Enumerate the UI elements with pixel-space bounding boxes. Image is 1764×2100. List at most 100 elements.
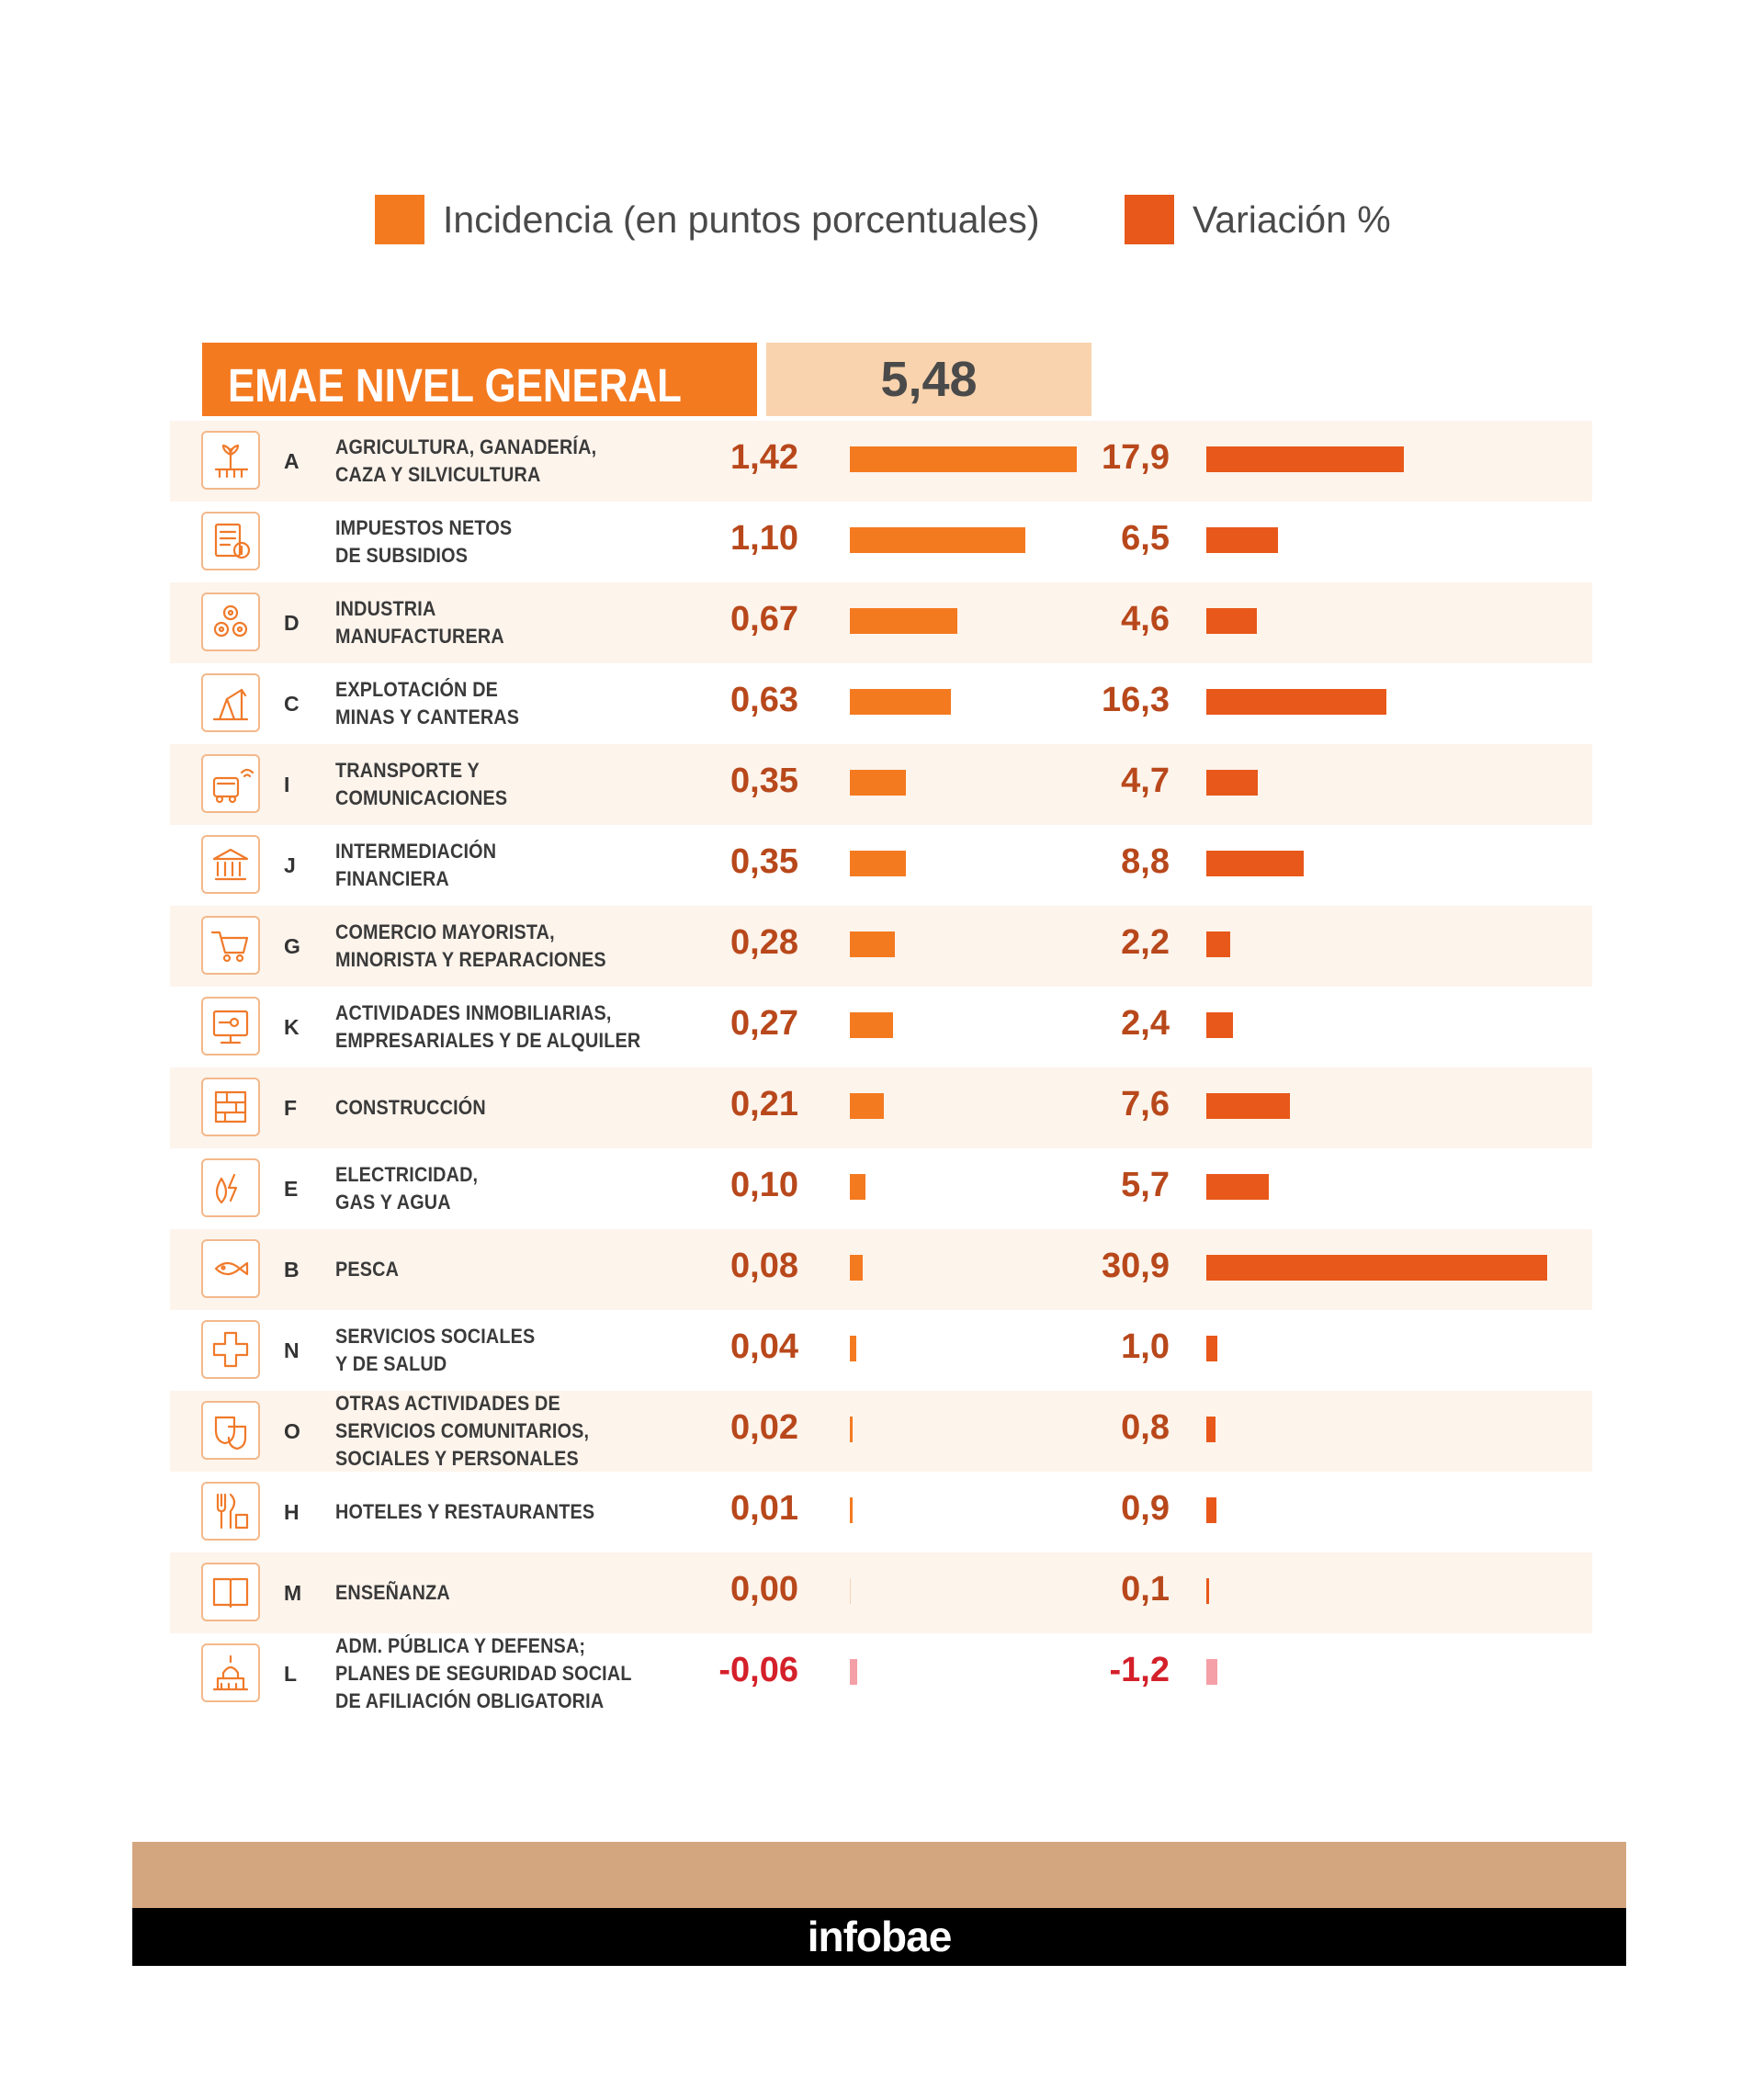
book-icon [201, 1563, 260, 1621]
row-label-line: CAZA Y SILVICULTURA [335, 463, 541, 486]
row-label: OTRAS ACTIVIDADES DE SERVICIOS COMUNITARI… [335, 1391, 740, 1472]
table-row: A AGRICULTURA, GANADERÍA, CAZA Y SILVICULT… [170, 421, 1592, 502]
cutlery-icon [201, 1482, 260, 1541]
row-label: INTERMEDIACIÓN FINANCIERA [335, 825, 740, 906]
row-label-line: AGRICULTURA, GANADERÍA, [335, 435, 597, 458]
variacion-bar [1206, 1578, 1209, 1604]
incidencia-value: -0,06 [718, 1651, 798, 1689]
row-label: ENSEÑANZA [335, 1552, 740, 1633]
row-label-line: SERVICIOS SOCIALES [335, 1325, 536, 1348]
variacion-value: 2,2 [1121, 923, 1170, 962]
variacion-bar [1206, 1093, 1291, 1119]
incidencia-bar [850, 1659, 857, 1685]
row-label-line: MINORISTA Y REPARACIONES [335, 948, 606, 971]
variacion-bar [1206, 689, 1386, 715]
row-label-line: ACTIVIDADES INMOBILIARIAS, [335, 1001, 612, 1024]
row-letter: C [284, 692, 300, 716]
footer: infobae [132, 1908, 1626, 1966]
row-letter: K [284, 1015, 300, 1039]
row-letter: I [284, 773, 290, 796]
row-label-line: COMERCIO MAYORISTA, [335, 920, 555, 943]
row-letter: F [284, 1096, 298, 1120]
incidencia-value: 0,01 [730, 1489, 798, 1528]
incidencia-bar [850, 1497, 853, 1523]
row-label: PESCA [335, 1229, 740, 1310]
legend-item-incidencia: Incidencia (en puntos porcentuales) [375, 195, 1040, 244]
table-row: H HOTELES Y RESTAURANTES 0,01 0,9 [170, 1472, 1592, 1552]
row-label-line: EXPLOTACIÓN DE [335, 678, 499, 701]
table-row: B PESCA 0,08 30,9 [170, 1229, 1592, 1310]
row-label-line: ENSEÑANZA [335, 1581, 450, 1604]
capitol-icon [201, 1643, 260, 1702]
row-letter: B [284, 1258, 300, 1281]
row-label: INDUSTRIA MANUFACTURERA [335, 582, 740, 663]
row-label: ACTIVIDADES INMOBILIARIAS, EMPRESARIALES … [335, 987, 740, 1067]
transport-icon [201, 754, 260, 813]
row-letter: J [284, 853, 296, 877]
table-row: O OTRAS ACTIVIDADES DE SERVICIOS COMUNITAR… [170, 1391, 1592, 1472]
row-label-line: INTERMEDIACIÓN [335, 840, 497, 863]
row-letter: L [284, 1662, 298, 1686]
variacion-bar [1206, 1174, 1270, 1200]
table-row: L ADM. PÚBLICA Y DEFENSA; PLANES DE SEGURI… [170, 1633, 1592, 1714]
row-label-line: EMPRESARIALES Y DE ALQUILER [335, 1029, 641, 1052]
row-label-line: SOCIALES Y PERSONALES [335, 1447, 579, 1470]
bank-icon [201, 835, 260, 894]
oil-pump-icon [201, 673, 260, 732]
incidencia-value: 0,27 [730, 1004, 798, 1043]
row-label: IMPUESTOS NETOS DE SUBSIDIOS [335, 502, 740, 582]
row-label: ELECTRICIDAD, GAS Y AGUA [335, 1148, 740, 1229]
incidencia-value: 0,35 [730, 842, 798, 881]
row-label: HOTELES Y RESTAURANTES [335, 1472, 740, 1552]
fish-icon [201, 1239, 260, 1298]
row-letter: E [284, 1177, 299, 1201]
variacion-bar [1206, 1497, 1216, 1523]
incidencia-bar [850, 446, 1078, 472]
incidencia-bar [850, 1093, 884, 1119]
variacion-value: 4,6 [1121, 600, 1170, 638]
table-row: M ENSEÑANZA 0,00 0,1 [170, 1552, 1592, 1633]
incidencia-value: 0,08 [730, 1247, 798, 1285]
row-letter: M [284, 1581, 302, 1605]
variacion-bar [1206, 1659, 1217, 1685]
incidencia-bar [850, 770, 906, 796]
brand-logo: infobae [807, 1913, 953, 1960]
variacion-value: 0,9 [1121, 1489, 1170, 1528]
row-label-line: TRANSPORTE Y [335, 759, 480, 782]
taxes-icon [201, 512, 260, 570]
variacion-bar [1206, 608, 1258, 634]
variacion-value: 8,8 [1121, 842, 1170, 881]
agriculture-icon [201, 431, 260, 490]
row-label-line: ELECTRICIDAD, [335, 1163, 479, 1186]
variacion-value: 17,9 [1102, 438, 1170, 477]
variacion-bar [1206, 851, 1304, 876]
incidencia-value: 0,10 [730, 1166, 798, 1204]
row-label-line: MINAS Y CANTERAS [335, 706, 520, 728]
incidencia-bar [850, 851, 906, 876]
variacion-bar [1206, 770, 1259, 796]
variacion-bar [1206, 527, 1278, 553]
row-label: EXPLOTACIÓN DE MINAS Y CANTERAS [335, 663, 740, 744]
health-cross-icon [201, 1320, 260, 1379]
row-label-line: Y DE SALUD [335, 1352, 447, 1375]
row-letter: D [284, 611, 300, 635]
legend-swatch-variacion [1125, 195, 1174, 244]
incidencia-value: 0,67 [730, 600, 798, 638]
legend-item-variacion: Variación % [1125, 195, 1391, 244]
theater-masks-icon [201, 1401, 260, 1460]
variacion-bar [1206, 446, 1404, 472]
row-label-line: DE AFILIACIÓN OBLIGATORIA [335, 1689, 605, 1712]
incidencia-bar [850, 1255, 863, 1281]
row-label-line: IMPUESTOS NETOS [335, 516, 513, 539]
row-label-line: GAS Y AGUA [335, 1191, 451, 1214]
row-label-line: COMUNICACIONES [335, 786, 508, 809]
row-label-line: INDUSTRIA [335, 597, 436, 620]
row-label-line: CONSTRUCCIÓN [335, 1096, 486, 1119]
variacion-value: 0,1 [1121, 1570, 1170, 1609]
variacion-bar [1206, 931, 1231, 957]
table-row: IMPUESTOS NETOS DE SUBSIDIOS 1,10 6,5 [170, 502, 1592, 582]
variacion-value: 6,5 [1121, 519, 1170, 558]
row-label: COMERCIO MAYORISTA, MINORISTA Y REPARACIO… [335, 906, 740, 987]
shopping-cart-icon [201, 916, 260, 975]
incidencia-bar [850, 1578, 851, 1604]
